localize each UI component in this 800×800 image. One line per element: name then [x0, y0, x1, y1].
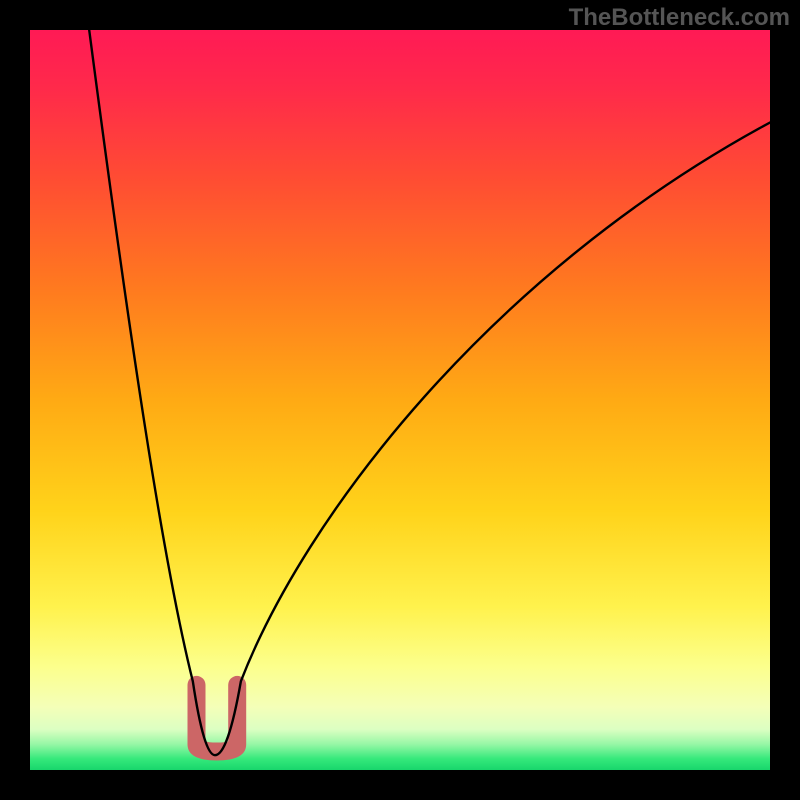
- chart-svg: [0, 0, 800, 800]
- watermark-text: TheBottleneck.com: [569, 4, 790, 32]
- chart-stage: TheBottleneck.com: [0, 0, 800, 800]
